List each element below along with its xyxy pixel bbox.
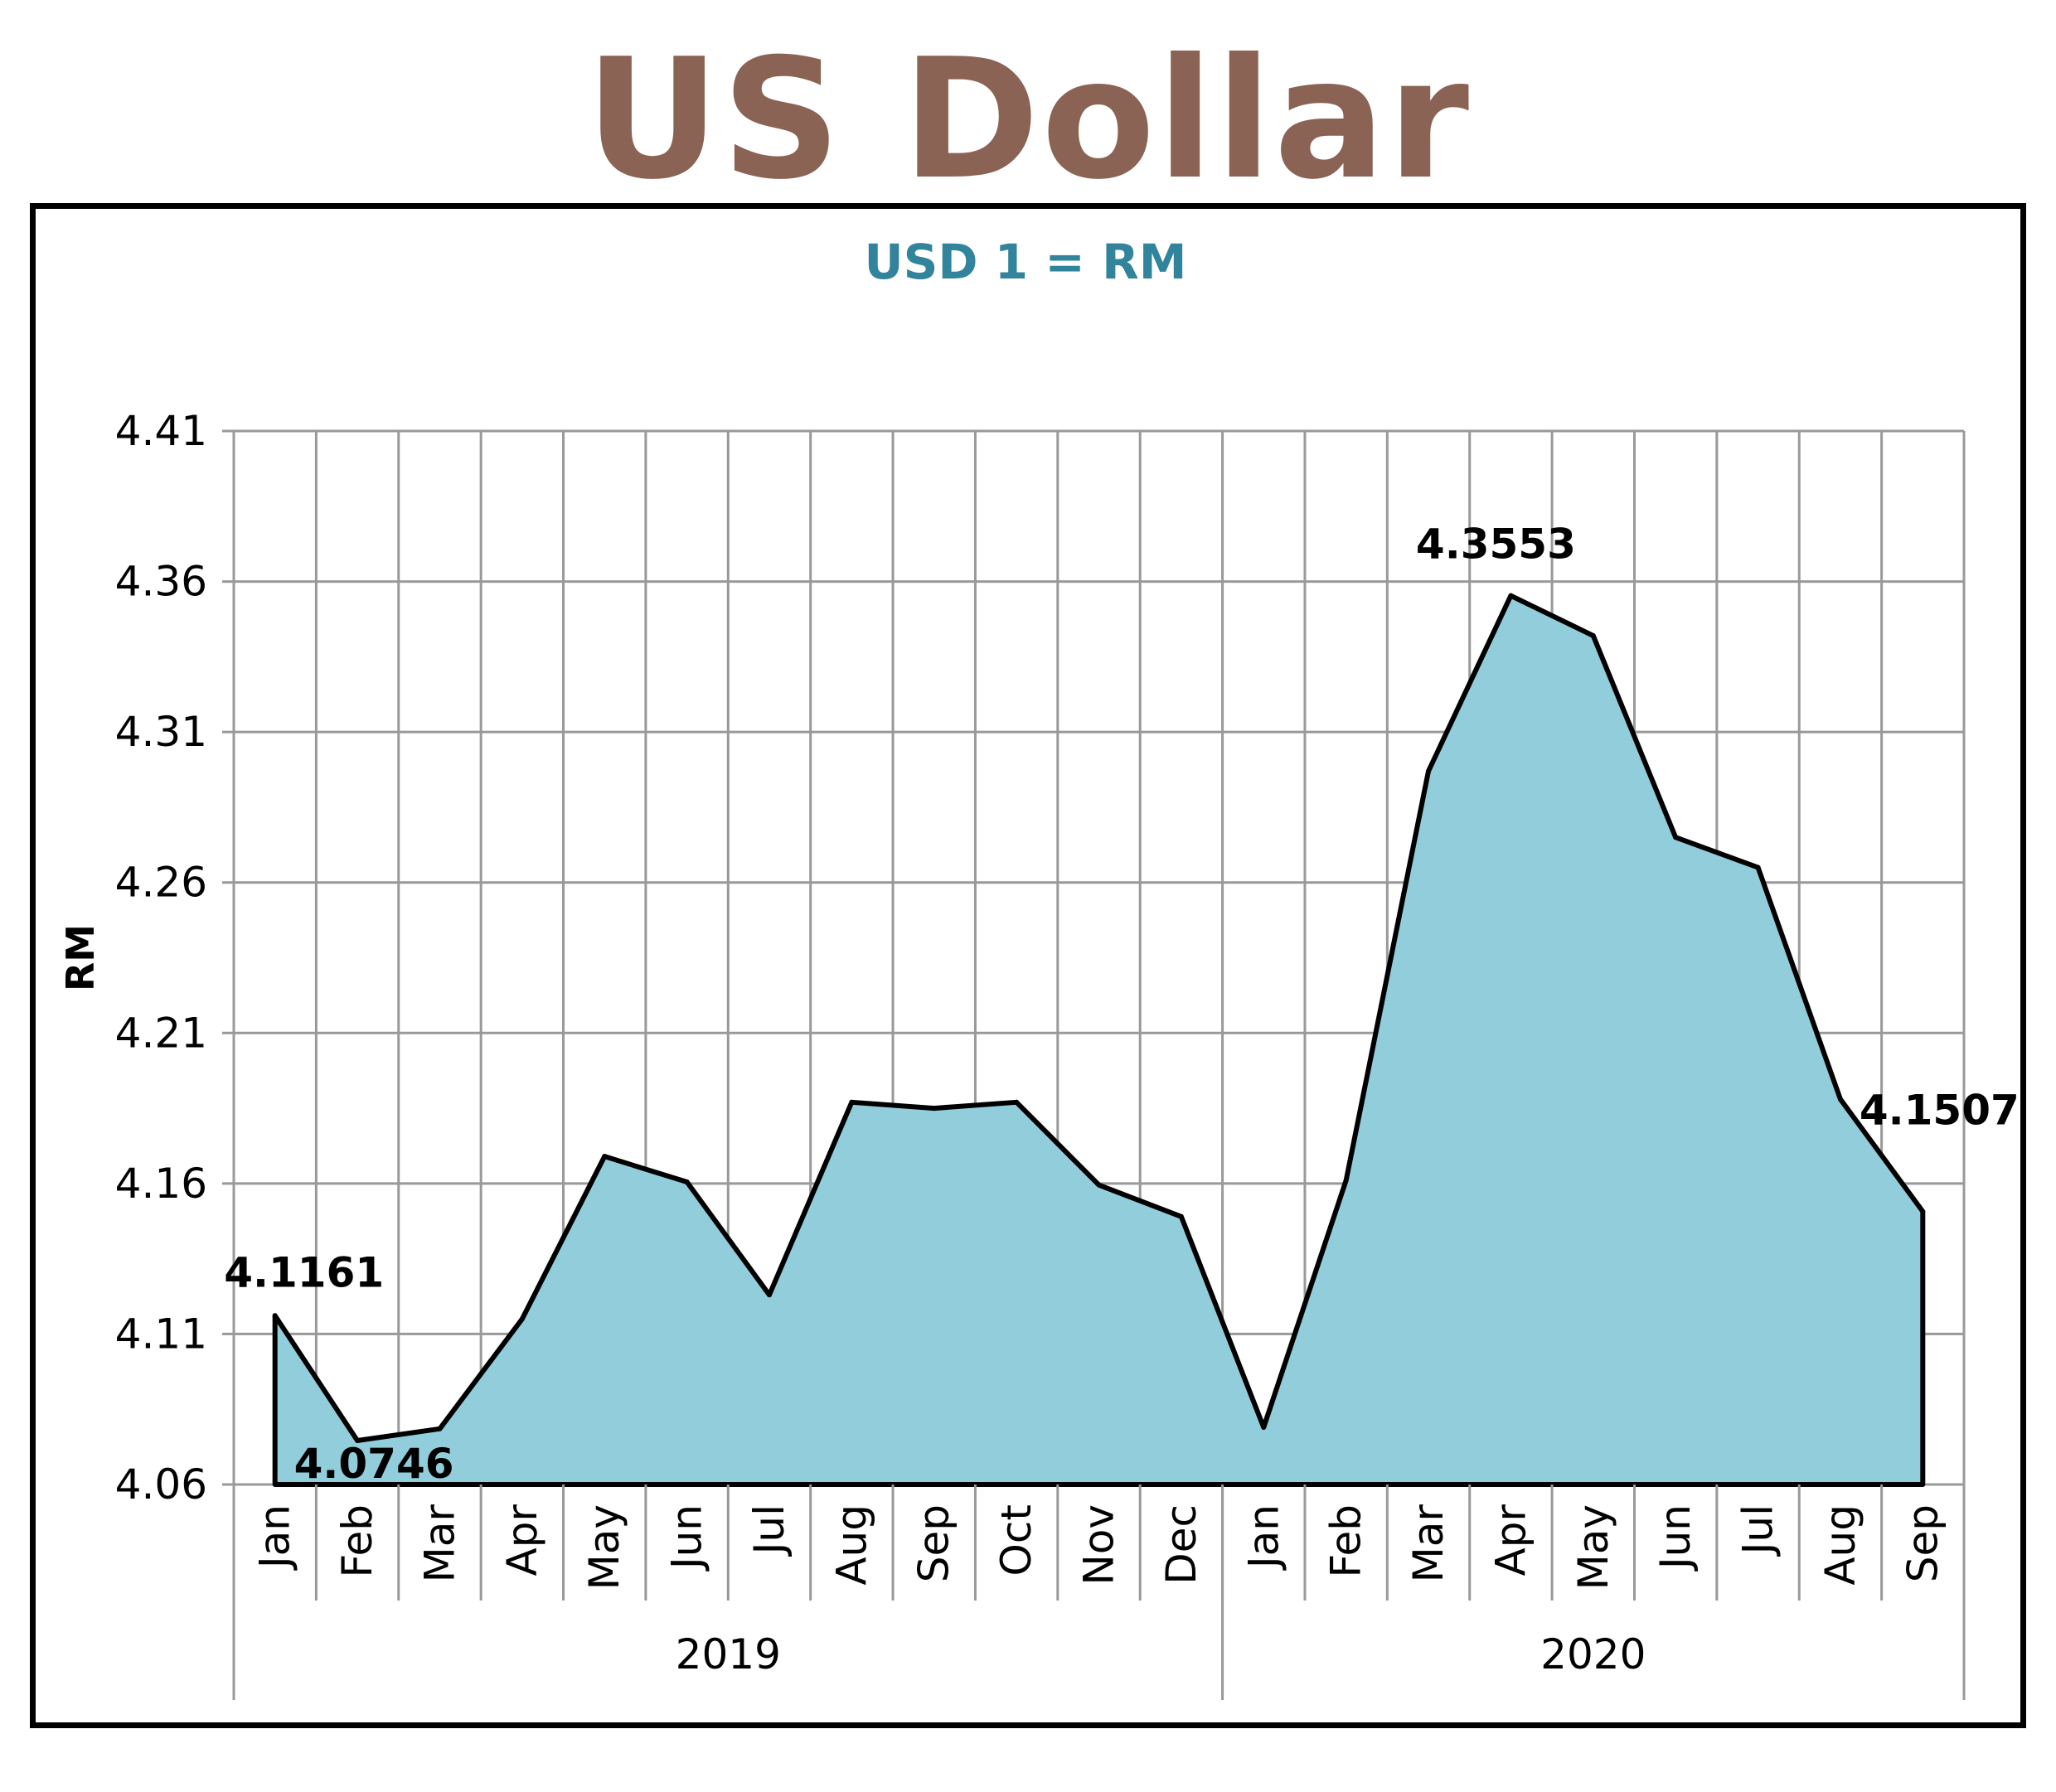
data-label: 4.3553 — [1416, 521, 1576, 569]
data-point — [684, 1179, 690, 1185]
x-tick-label: May — [580, 1504, 628, 1590]
data-point — [1590, 632, 1596, 638]
data-label: 4.0746 — [294, 1440, 454, 1488]
x-tick-label: Jun — [1651, 1504, 1700, 1572]
data-point — [1920, 1208, 1926, 1214]
data-point — [355, 1437, 361, 1443]
y-axis-label: RM — [58, 924, 103, 991]
x-tick-label: Jul — [1734, 1504, 1782, 1557]
x-tick-label: Aug — [827, 1504, 875, 1586]
x-tick-label: Sep — [1898, 1504, 1947, 1582]
data-point — [1673, 835, 1679, 840]
data-label: 4.1161 — [224, 1248, 384, 1296]
page-title: US Dollar — [584, 23, 1472, 216]
y-tick-label: 4.26 — [115, 859, 207, 907]
x-tick-label: Mar — [415, 1504, 463, 1583]
y-tick-label: 4.11 — [115, 1310, 207, 1358]
x-tick-label: Sep — [910, 1504, 958, 1582]
y-tick-label: 4.16 — [115, 1160, 207, 1208]
x-tick-label: Apr — [498, 1504, 546, 1576]
data-point — [519, 1316, 525, 1322]
data-point — [1014, 1099, 1020, 1105]
x-tick-label: May — [1569, 1504, 1617, 1590]
y-tick-label: 4.31 — [115, 708, 207, 756]
data-point — [1508, 593, 1514, 598]
x-tick-label: Dec — [1157, 1504, 1205, 1585]
data-point — [1178, 1213, 1184, 1219]
x-tick-label: Nov — [1075, 1504, 1123, 1586]
data-point — [1426, 768, 1432, 774]
data-point — [1837, 1097, 1843, 1102]
chart-subtitle: USD 1 = RM — [865, 234, 1187, 290]
y-tick-label: 4.36 — [115, 558, 207, 606]
chart-frame: USD 1 = RM 4.41 4.36 4.31 4.26 4.21 4.16 4.11 4… — [30, 203, 2026, 1728]
data-point — [1755, 865, 1761, 870]
x-tick-label: Jun — [663, 1504, 711, 1572]
x-tick-label: Jan — [251, 1504, 299, 1571]
x-tick-label: Aug — [1816, 1504, 1864, 1586]
data-point — [272, 1313, 278, 1319]
x-tick-label: Feb — [333, 1504, 381, 1578]
x-tick-label: Jan — [1239, 1504, 1287, 1571]
data-point — [1343, 1178, 1349, 1184]
area-chart: USD 1 = RM 4.41 4.36 4.31 4.26 4.21 4.16 4.11 4… — [58, 234, 2020, 1700]
y-tick-label: 4.41 — [115, 407, 207, 455]
year-label: 2019 — [676, 1630, 781, 1678]
data-label: 4.1507 — [1860, 1087, 2020, 1135]
data-point — [766, 1292, 772, 1298]
x-tick-label: Apr — [1486, 1504, 1535, 1576]
year-label: 2020 — [1540, 1630, 1646, 1678]
y-tick-label: 4.06 — [115, 1460, 207, 1509]
data-point — [849, 1099, 855, 1105]
data-point — [1096, 1182, 1102, 1188]
data-point — [931, 1106, 937, 1112]
data-point — [602, 1154, 608, 1160]
data-point — [437, 1426, 443, 1431]
area-series — [272, 593, 1926, 1487]
y-tick-label: 4.21 — [115, 1009, 207, 1057]
x-tick-label: Feb — [1322, 1504, 1370, 1578]
x-tick-label: Jul — [745, 1504, 793, 1557]
x-tick-label: Oct — [992, 1504, 1040, 1576]
data-point — [1261, 1425, 1267, 1431]
x-tick-label: Mar — [1404, 1504, 1452, 1583]
